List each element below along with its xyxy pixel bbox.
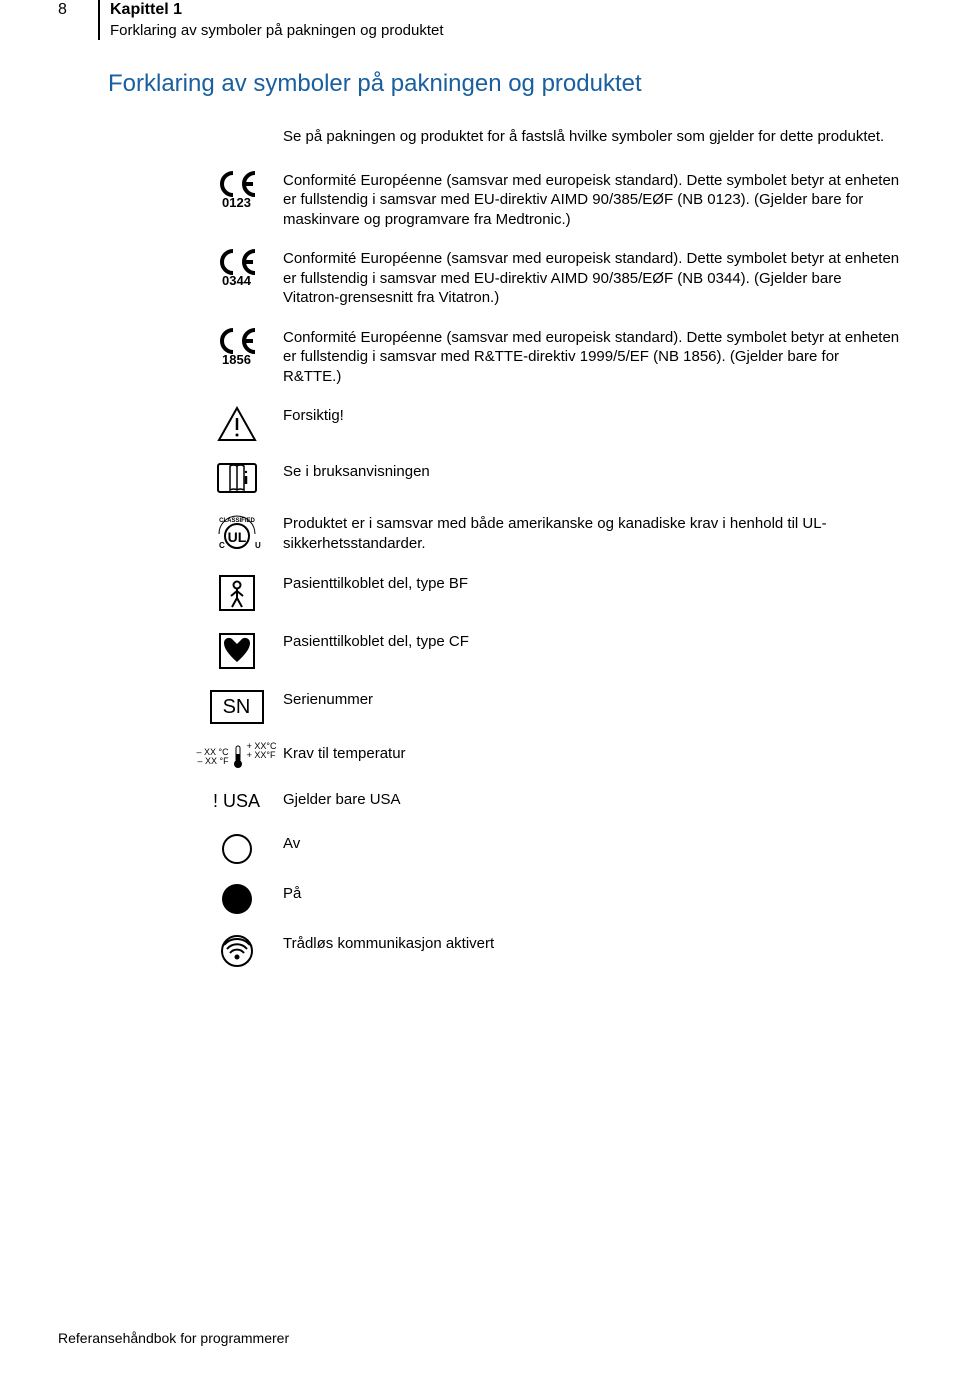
ce-number: 1856 xyxy=(222,352,251,369)
table-row: Pasienttilkoblet del, type CF xyxy=(190,630,900,670)
wireless-icon xyxy=(190,932,283,968)
footer-text: Referansehåndbok for programmerer xyxy=(58,1329,289,1347)
chapter-title: Kapittel 1 xyxy=(110,0,444,21)
symbol-table: 0123 Conformité Européenne (samsvar med … xyxy=(190,169,900,968)
table-row: Pasienttilkoblet del, type BF xyxy=(190,572,900,612)
symbol-description: Serienummer xyxy=(283,688,900,710)
caution-icon xyxy=(190,404,283,442)
table-row: 0123 Conformité Européenne (samsvar med … xyxy=(190,169,900,230)
table-row: – XX °C – XX °F + XX°C + XX°F Krav til t… xyxy=(190,742,900,770)
table-row: CLASSIFIED UL C US Produktet er i samsva… xyxy=(190,512,900,554)
ce-mark-icon: 0123 xyxy=(190,169,283,212)
table-row: 1856 Conformité Européenne (samsvar med … xyxy=(190,326,900,387)
symbol-description: Forsiktig! xyxy=(283,404,900,426)
symbol-description: Se i bruksanvisningen xyxy=(283,460,900,482)
table-row: 0344 Conformité Européenne (samsvar med … xyxy=(190,247,900,308)
symbol-description: Av xyxy=(283,832,900,854)
table-row: Av xyxy=(190,832,900,864)
type-bf-icon xyxy=(190,572,283,612)
symbol-description: Pasienttilkoblet del, type CF xyxy=(283,630,900,652)
svg-text:UL: UL xyxy=(227,529,246,545)
intro-text: Se på pakningen og produktet for å fasts… xyxy=(283,127,900,147)
symbol-description: Krav til temperatur xyxy=(283,742,900,764)
on-icon xyxy=(190,882,283,914)
usa-only-icon: ! USA xyxy=(190,788,283,813)
serial-number-icon: SN xyxy=(190,688,283,724)
table-row: Trådløs kommunikasjon aktivert xyxy=(190,932,900,968)
symbol-description: På xyxy=(283,882,900,904)
page-title: Forklaring av symboler på pakningen og p… xyxy=(108,68,900,99)
symbol-description: Produktet er i samsvar med både amerikan… xyxy=(283,512,900,553)
svg-text:US: US xyxy=(255,541,261,550)
symbol-description: Conformité Européenne (samsvar med europ… xyxy=(283,247,900,308)
table-row: ! USA Gjelder bare USA xyxy=(190,788,900,813)
table-row: SN Serienummer xyxy=(190,688,900,724)
ce-number: 0123 xyxy=(222,195,251,212)
svg-text:C: C xyxy=(219,541,225,550)
table-row: Se i bruksanvisningen xyxy=(190,460,900,494)
page-number: 8 xyxy=(58,0,98,21)
symbol-description: Pasienttilkoblet del, type BF xyxy=(283,572,900,594)
ce-mark-icon: 0344 xyxy=(190,247,283,290)
table-row: På xyxy=(190,882,900,914)
table-row: Forsiktig! xyxy=(190,404,900,442)
symbol-description: Conformité Européenne (samsvar med europ… xyxy=(283,169,900,230)
symbol-description: Conformité Européenne (samsvar med europ… xyxy=(283,326,900,387)
type-cf-icon xyxy=(190,630,283,670)
manual-icon xyxy=(190,460,283,494)
chapter-subtitle: Forklaring av symboler på pakningen og p… xyxy=(110,21,444,41)
symbol-description: Gjelder bare USA xyxy=(283,788,900,810)
ul-classified-icon: CLASSIFIED UL C US xyxy=(190,512,283,554)
temperature-icon: – XX °C – XX °F + XX°C + XX°F xyxy=(190,742,283,770)
ce-mark-icon: 1856 xyxy=(190,326,283,369)
ce-number: 0344 xyxy=(222,273,251,290)
off-icon xyxy=(190,832,283,864)
symbol-description: Trådløs kommunikasjon aktivert xyxy=(283,932,900,954)
